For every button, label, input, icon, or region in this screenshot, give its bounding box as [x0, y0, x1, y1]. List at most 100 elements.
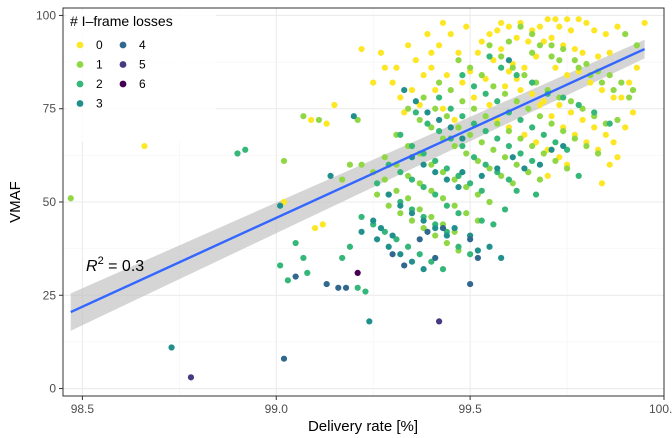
data-point-frame-loss-0 — [622, 124, 629, 131]
data-point-frame-loss-2 — [339, 254, 346, 262]
data-point-frame-loss-1 — [67, 195, 74, 202]
data-point-frame-loss-1 — [416, 116, 423, 124]
data-point-frame-loss-1 — [498, 172, 505, 179]
data-point-frame-loss-1 — [416, 180, 423, 187]
data-point-frame-loss-2 — [517, 150, 524, 157]
x-tick-label: 99.5 — [458, 402, 482, 416]
data-point-frame-loss-2 — [373, 180, 381, 187]
data-point-frame-loss-1 — [525, 105, 532, 112]
data-point-frame-loss-0 — [439, 19, 447, 27]
data-point-frame-loss-3 — [498, 254, 505, 262]
data-point-frame-loss-0 — [401, 109, 408, 116]
data-point-frame-loss-1 — [478, 72, 485, 79]
data-point-frame-loss-2 — [505, 176, 513, 183]
data-point-frame-loss-0 — [579, 49, 586, 56]
y-tick-label: 100 — [36, 8, 56, 22]
data-point-frame-loss-1 — [354, 116, 361, 124]
data-point-frame-loss-0 — [552, 64, 559, 71]
data-point-frame-loss-2 — [501, 206, 509, 213]
data-point-frame-loss-1 — [404, 105, 412, 112]
data-point-frame-loss-0 — [498, 45, 505, 53]
data-point-frame-loss-2 — [436, 128, 443, 135]
data-point-frame-loss-0 — [428, 49, 435, 56]
legend-label-3: 3 — [96, 97, 103, 111]
data-point-frame-loss-2 — [478, 217, 485, 224]
data-point-frame-loss-2 — [575, 172, 582, 179]
data-point-frame-loss-3 — [385, 191, 392, 198]
x-axis-title: Delivery rate [%] — [308, 418, 418, 435]
data-point-frame-loss-3 — [366, 318, 373, 325]
data-point-frame-loss-1 — [509, 64, 516, 71]
data-point-frame-loss-2 — [563, 146, 571, 153]
data-point-frame-loss-0 — [408, 86, 416, 94]
y-tick-label: 50 — [43, 195, 57, 209]
data-point-frame-loss-3 — [432, 169, 439, 176]
data-point-frame-loss-2 — [478, 187, 485, 194]
data-point-frame-loss-2 — [470, 154, 478, 161]
data-point-frame-loss-3 — [486, 243, 493, 250]
data-point-frame-loss-2 — [455, 172, 462, 179]
data-point-frame-loss-1 — [463, 210, 470, 217]
data-point-frame-loss-1 — [451, 202, 458, 209]
data-point-frame-loss-0 — [397, 94, 404, 101]
data-point-frame-loss-4 — [342, 284, 350, 291]
data-point-frame-loss-1 — [536, 176, 544, 183]
data-point-frame-loss-2 — [443, 165, 450, 172]
data-point-frame-loss-1 — [529, 142, 536, 150]
data-point-frame-loss-0 — [532, 53, 540, 60]
data-point-frame-loss-2 — [408, 142, 416, 150]
data-point-frame-loss-0 — [629, 109, 637, 116]
data-point-frame-loss-3 — [424, 109, 431, 116]
data-point-frame-loss-0 — [416, 101, 423, 109]
data-point-frame-loss-1 — [470, 105, 478, 112]
data-point-frame-loss-1 — [583, 142, 590, 150]
data-point-frame-loss-1 — [432, 232, 439, 239]
data-point-frame-loss-0 — [641, 19, 648, 27]
data-point-frame-loss-1 — [622, 31, 629, 38]
legend-key-4 — [119, 41, 127, 49]
data-point-frame-loss-1 — [467, 64, 474, 71]
data-point-frame-loss-4 — [432, 254, 439, 262]
regression-confidence-band — [70, 39, 645, 331]
gridlines — [63, 8, 665, 396]
data-point-frame-loss-1 — [428, 124, 435, 131]
data-point-frame-loss-2 — [277, 262, 284, 269]
data-point-frame-loss-2 — [455, 210, 462, 217]
data-point-frame-loss-1 — [548, 120, 555, 127]
data-point-frame-loss-2 — [591, 109, 598, 116]
data-point-frame-loss-0 — [311, 225, 319, 232]
data-point-frame-loss-3 — [408, 258, 416, 265]
data-point-frame-loss-3 — [459, 135, 466, 142]
legend-key-1 — [76, 61, 84, 68]
data-point-frame-loss-0 — [602, 131, 609, 138]
data-point-frame-loss-3 — [560, 142, 567, 150]
legend-title: # I–frame losses — [70, 13, 173, 29]
data-point-frame-loss-3 — [412, 98, 419, 105]
data-point-frame-loss-0 — [544, 172, 551, 179]
data-point-frame-loss-4 — [439, 225, 447, 232]
legend-background — [66, 10, 216, 142]
data-point-frame-loss-0 — [532, 139, 540, 146]
data-point-frame-loss-2 — [467, 251, 474, 258]
y-axis-ticks: 0 25 50 75 100 — [36, 8, 63, 396]
data-point-frame-loss-1 — [408, 217, 416, 224]
data-point-frame-loss-2 — [284, 277, 291, 284]
data-point-frame-loss-0 — [521, 64, 528, 71]
data-point-frame-loss-3 — [397, 202, 404, 209]
data-point-frame-loss-1 — [439, 169, 447, 176]
legend-key-0 — [76, 41, 84, 49]
data-point-frame-loss-1 — [505, 128, 513, 135]
data-point-frame-loss-3 — [478, 172, 485, 179]
data-point-frame-loss-0 — [598, 86, 606, 94]
data-point-frame-loss-1 — [474, 157, 481, 165]
data-point-frame-loss-1 — [416, 206, 423, 213]
data-point-frame-loss-1 — [486, 42, 493, 49]
data-point-frame-loss-3 — [397, 251, 404, 258]
data-point-frame-loss-2 — [436, 94, 443, 101]
x-tick-label: 100.0 — [649, 402, 672, 416]
data-point-frame-loss-1 — [339, 176, 346, 183]
data-point-frame-loss-1 — [463, 150, 470, 157]
data-point-frame-loss-2 — [459, 113, 466, 120]
data-point-frame-loss-2 — [354, 284, 361, 291]
data-point-frame-loss-1 — [393, 187, 400, 194]
